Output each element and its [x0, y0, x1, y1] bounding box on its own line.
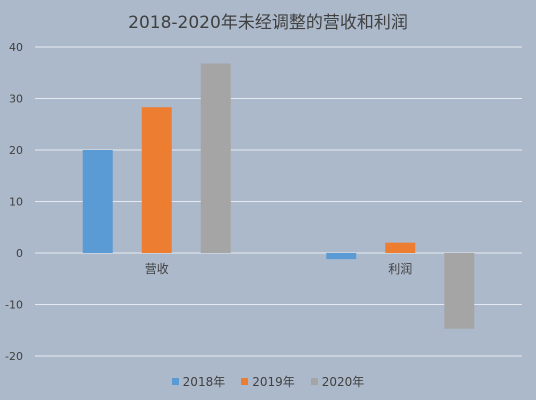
bar — [385, 242, 416, 253]
legend-label: 2018年 — [182, 375, 226, 389]
bar — [200, 63, 231, 254]
bar — [444, 253, 475, 329]
x-tick-label: 利润 — [388, 262, 412, 276]
legend-swatch — [241, 378, 249, 385]
y-tick-label: 40 — [9, 41, 23, 54]
legend-item: 2019年 — [241, 373, 295, 390]
bar — [141, 107, 172, 253]
legend-item: 2018年 — [171, 373, 226, 390]
bar — [326, 253, 357, 260]
y-tick-label: -10 — [5, 299, 23, 312]
chart-legend: 2018年 2019年 2020年 — [0, 373, 536, 390]
y-tick-label: 20 — [9, 144, 23, 157]
legend-label: 2019年 — [252, 375, 295, 389]
chart-title: 2018-2020年未经调整的营收和利润 — [128, 13, 408, 33]
legend-item: 2020年 — [310, 373, 365, 390]
legend-swatch — [171, 378, 179, 385]
y-tick-label: 0 — [16, 247, 23, 260]
y-tick-label: 30 — [9, 93, 23, 106]
x-tick-label: 营收 — [145, 262, 169, 276]
bar — [82, 150, 113, 253]
y-tick-label: 10 — [9, 196, 23, 209]
legend-swatch — [310, 378, 318, 385]
y-tick-label: -20 — [5, 350, 23, 363]
legend-label: 2020年 — [321, 375, 365, 389]
